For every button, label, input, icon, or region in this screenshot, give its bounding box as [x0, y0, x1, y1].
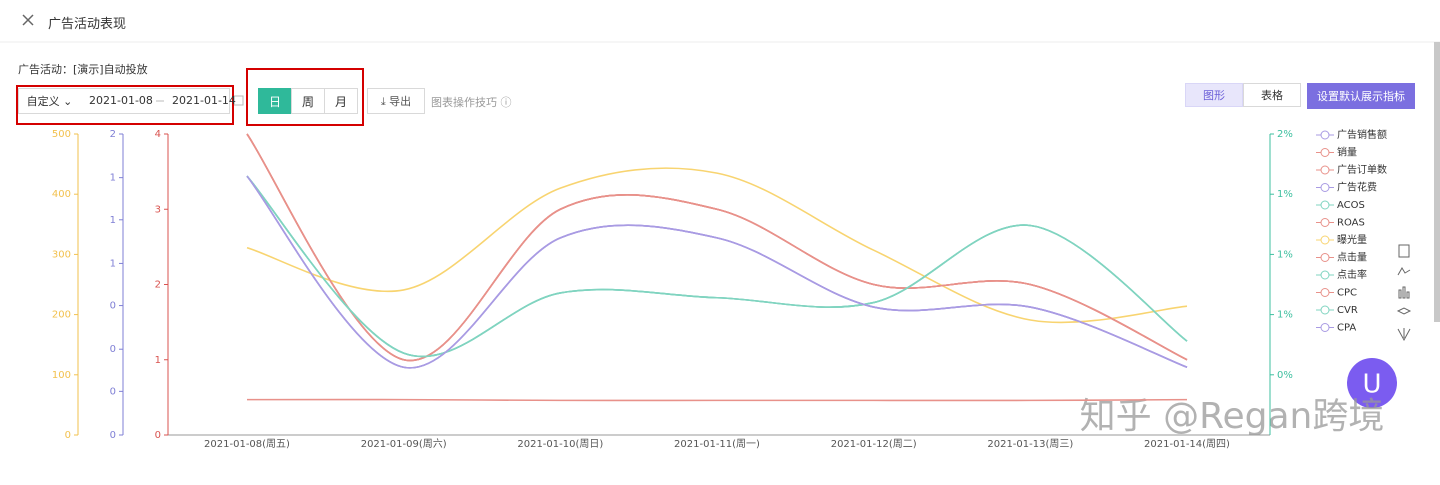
x-tick-label: 2021-01-09(周六): [361, 438, 447, 450]
y-tick-label: 2%: [1277, 129, 1293, 140]
series-line: [246, 133, 1188, 362]
legend-label: CPC: [1337, 288, 1357, 299]
series-line: [246, 133, 1188, 362]
legend-marker: [1320, 235, 1330, 245]
y-tick-label: 1: [110, 258, 116, 269]
y-tick-label: 3: [155, 204, 161, 215]
y-tick-label: 0: [65, 430, 71, 441]
granularity-button[interactable]: 月: [324, 88, 358, 114]
series-line: [246, 133, 1188, 362]
y-tick-label: 0: [110, 386, 116, 397]
legend-marker: [1320, 130, 1330, 140]
y-tick-label: 0: [155, 430, 161, 441]
logo: [1347, 358, 1397, 408]
x-tick-label: 2021-01-13(周三): [987, 438, 1073, 450]
series-line: [246, 133, 1188, 362]
legend-marker: [1320, 288, 1330, 297]
legend-marker: [1320, 305, 1330, 315]
legend-label: CPA: [1337, 323, 1356, 334]
x-tick-label: 2021-01-14(周四): [1144, 438, 1230, 450]
x-tick-label: 2021-01-10(周日): [517, 438, 603, 450]
series-line: [246, 175, 1188, 358]
y-tick-label: 4: [155, 129, 161, 140]
legend-label: 广告订单数: [1337, 163, 1387, 176]
logo-mark: U: [1362, 370, 1381, 400]
legend-marker: [1320, 253, 1330, 262]
legend-label: 曝光量: [1337, 233, 1367, 246]
granularity-button[interactable]: 周: [291, 88, 325, 114]
export-button[interactable]: ⤓ 导出: [367, 88, 425, 114]
y-tick-label: 1%: [1277, 249, 1293, 260]
legend-label: ACOS: [1337, 200, 1365, 211]
legend-label: 广告销售额: [1337, 128, 1387, 141]
legend-marker: [1320, 323, 1330, 332]
legend-label: CVR: [1337, 305, 1358, 316]
range-type: 自定义: [26, 95, 60, 108]
view-group: 图形 表格: [1185, 83, 1301, 107]
end-date: 2021-01-14: [172, 94, 236, 107]
x-tick-label: 2021-01-12(周二): [831, 438, 917, 450]
y-tick-label: 0: [110, 344, 116, 355]
highlight-box: [246, 68, 364, 126]
series-line: [246, 175, 1188, 369]
y-tick-label: 0%: [1277, 370, 1293, 381]
legend-marker: [1320, 200, 1330, 210]
series-line: [246, 167, 1188, 324]
y-tick-label: 1: [110, 173, 116, 184]
view-button[interactable]: 表格: [1243, 83, 1301, 107]
y-tick-label: 0: [110, 301, 116, 312]
granularity-button[interactable]: 日: [258, 88, 292, 114]
watermark: 知乎 @Regan跨境: [1080, 396, 1385, 437]
range-select[interactable]: 自定义 ⌄: [18, 88, 80, 114]
y-tick-label: 1: [110, 215, 116, 226]
y-tick-label: 1%: [1277, 310, 1293, 321]
legend-label: 广告花费: [1337, 181, 1377, 194]
header-title: 广告活动表现: [48, 17, 127, 32]
legend-marker: [1320, 218, 1330, 227]
legend-marker: [1320, 183, 1330, 192]
legend-label: 销量: [1337, 146, 1357, 159]
y-tick-label: 400: [52, 189, 71, 200]
tips-link[interactable]: 图表操作技巧 ⓘ: [431, 96, 512, 109]
y-tick-label: 2: [110, 129, 116, 140]
toolbox[interactable]: [1396, 244, 1412, 342]
legend-label: ROAS: [1337, 218, 1365, 229]
y-tick-label: 0: [110, 430, 116, 441]
y-tick-label: 100: [52, 370, 71, 381]
y-tick-label: 1%: [1277, 189, 1293, 200]
close-icon[interactable]: [22, 14, 34, 26]
campaign-label: 广告活动：[演示]自动投放: [18, 63, 148, 76]
series-line: [246, 175, 1188, 358]
y-tick-label: 500: [52, 129, 71, 140]
y-tick-label: 2: [155, 280, 161, 291]
tips-label: 图表操作技巧: [431, 96, 497, 109]
legend-label: 点击量: [1337, 252, 1367, 264]
x-tick-label: 2021-01-08(周五): [204, 438, 290, 450]
y-tick-label: 1: [155, 355, 161, 366]
legend-marker: [1320, 270, 1330, 280]
y-tick-label: 300: [52, 249, 71, 260]
legend-label: 点击率: [1337, 268, 1367, 281]
y-tick-label: 200: [52, 310, 71, 321]
export-label: 导出: [389, 95, 412, 108]
granularity-group: 日周月: [258, 88, 358, 114]
legend-marker: [1320, 165, 1330, 175]
series-line: [246, 175, 1188, 369]
date-range[interactable]: [80, 88, 230, 114]
legend-marker: [1320, 148, 1330, 157]
default-metrics-button[interactable]: 设置默认展示指标: [1307, 83, 1415, 109]
scrollbar[interactable]: [1434, 42, 1440, 322]
series-line: [246, 398, 1188, 402]
start-date: 2021-01-08: [89, 94, 153, 107]
x-tick-label: 2021-01-11(周一): [674, 438, 760, 450]
highlight-box: [16, 85, 234, 125]
series-line: [246, 175, 1188, 369]
series-line: [246, 175, 1188, 358]
view-button[interactable]: 图形: [1185, 83, 1243, 107]
